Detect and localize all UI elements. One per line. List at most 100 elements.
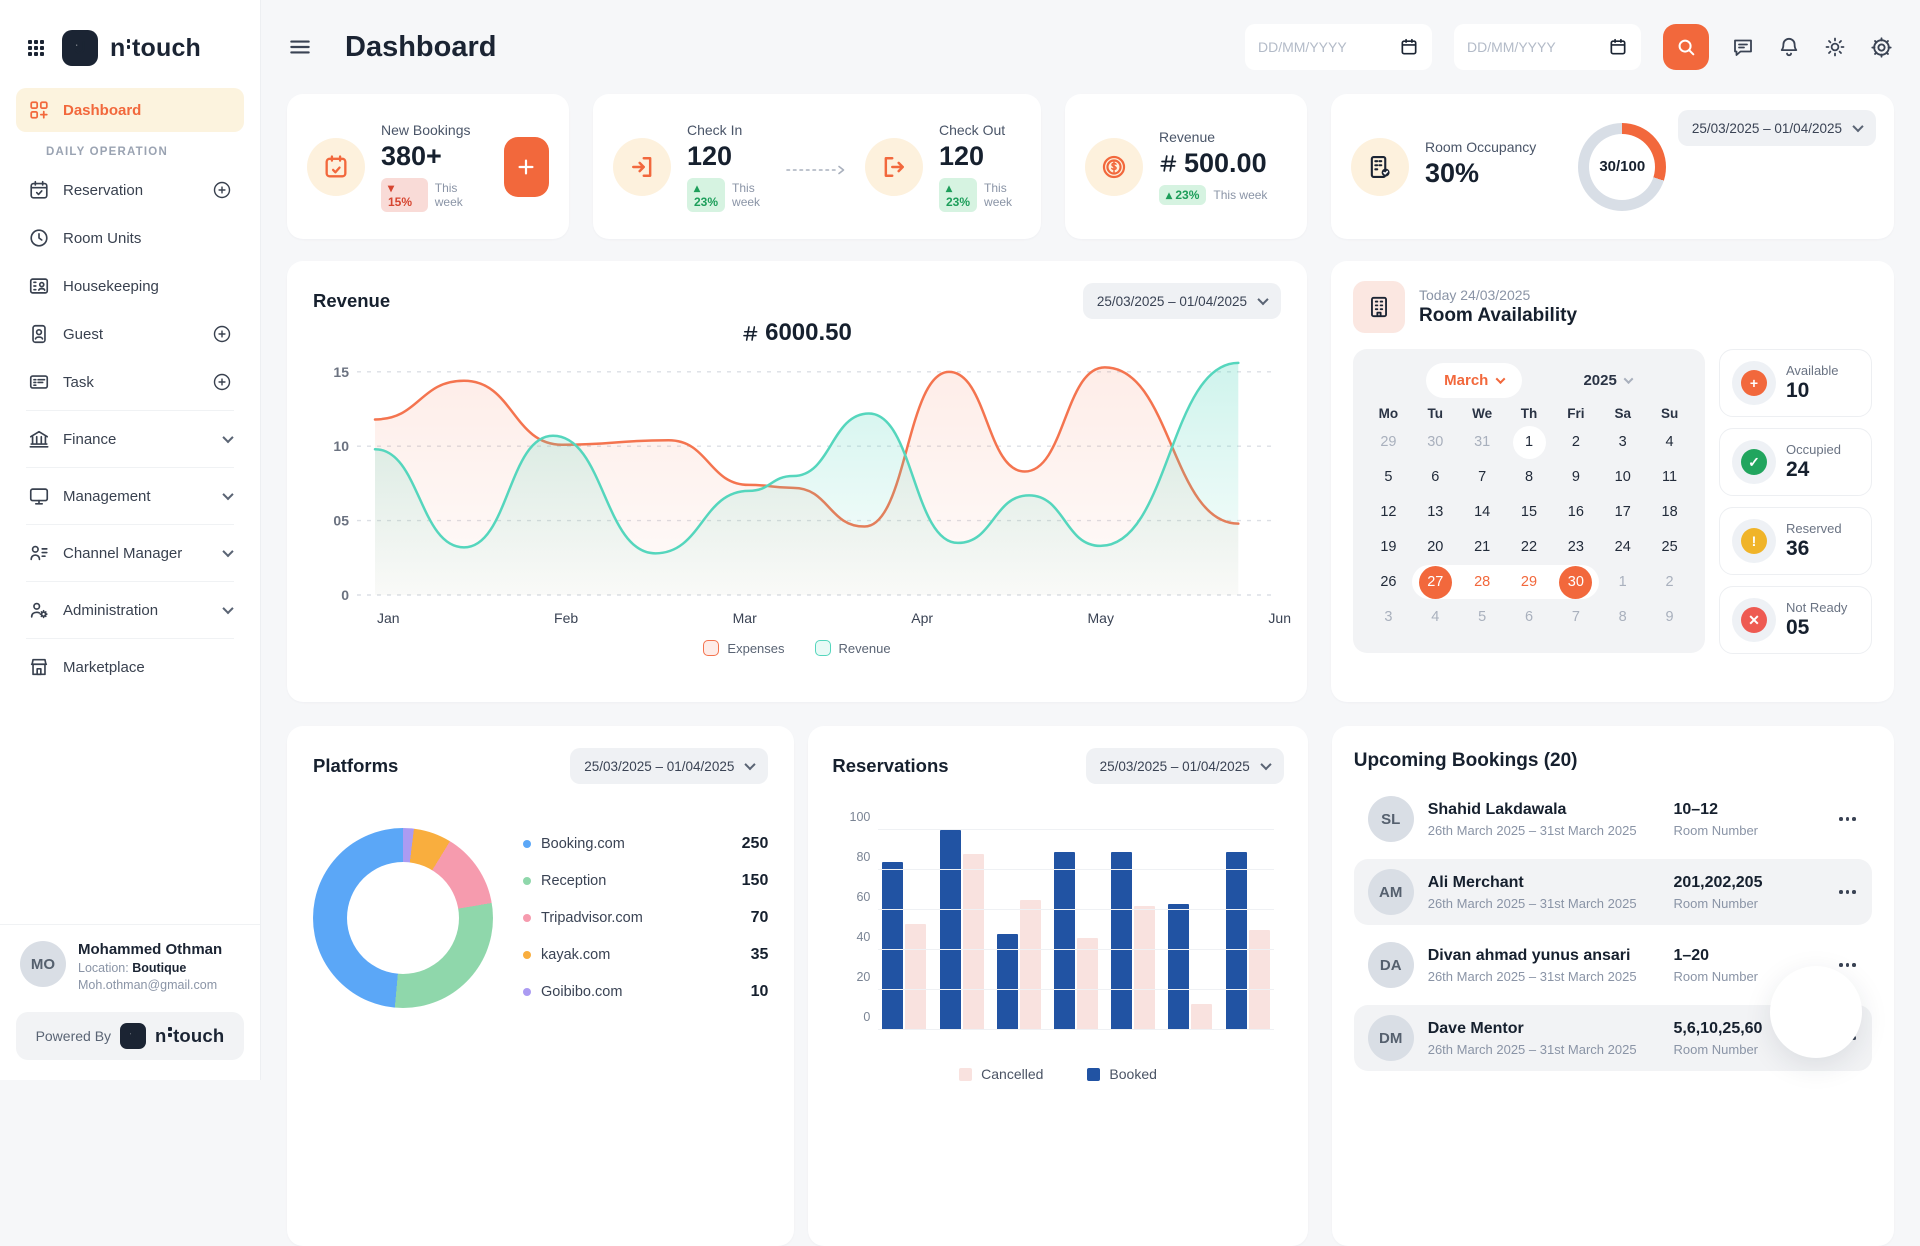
- revenue-stat-card: Revenue 500.00 ▴ 23% This week: [1065, 94, 1307, 239]
- hamburger-menu-button[interactable]: [287, 34, 313, 60]
- calendar-day[interactable]: 3: [1384, 609, 1393, 625]
- month-selector[interactable]: March: [1426, 363, 1523, 398]
- svg-text:15: 15: [333, 364, 349, 380]
- calendar-day[interactable]: 14: [1474, 504, 1491, 520]
- year-selector[interactable]: 2025: [1583, 372, 1634, 389]
- calendar-day[interactable]: 8: [1618, 609, 1627, 625]
- middle-row: Revenue 25/03/2025 – 01/04/2025 6000.50 …: [261, 261, 1920, 702]
- calendar-day[interactable]: 7: [1571, 609, 1580, 625]
- period-label: This week: [732, 180, 761, 209]
- calendar-day[interactable]: 15: [1520, 504, 1538, 520]
- reservations-date-range-dropdown[interactable]: 25/03/2025 – 01/04/2025: [1085, 748, 1284, 784]
- calendar-day[interactable]: 11: [1662, 469, 1678, 485]
- calendar-day[interactable]: 2: [1665, 574, 1674, 590]
- calendar-day[interactable]: 30: [1552, 565, 1599, 599]
- revenue-date-range-dropdown[interactable]: 25/03/2025 – 01/04/2025: [1082, 283, 1281, 319]
- chevron-down-icon[interactable]: [222, 602, 234, 615]
- calendar-day[interactable]: 19: [1380, 539, 1397, 555]
- plus-circle-icon[interactable]: [212, 180, 232, 200]
- calendar-day[interactable]: 1: [1618, 574, 1627, 590]
- calendar-day[interactable]: 21: [1474, 539, 1491, 555]
- calendar-day[interactable]: 9: [1665, 609, 1674, 625]
- sidebar-item-management[interactable]: Management: [16, 474, 244, 518]
- booking-row[interactable]: DA Divan ahmad yunus ansari 26th March 2…: [1354, 932, 1872, 998]
- chevron-down-icon[interactable]: [222, 488, 234, 501]
- sidebar-item-dashboard[interactable]: Dashboard: [16, 88, 244, 132]
- sidebar-item-reservation[interactable]: Reservation: [16, 168, 244, 212]
- calendar-day[interactable]: 13: [1427, 504, 1444, 520]
- calendar-day[interactable]: 12: [1380, 504, 1397, 520]
- occupancy-ring-chart: 30/100: [1578, 122, 1667, 211]
- row-menu-button[interactable]: [1837, 884, 1858, 900]
- occupancy-date-range-dropdown[interactable]: 25/03/2025 – 01/04/2025: [1677, 110, 1876, 146]
- booking-row[interactable]: SL Shahid Lakdawala 26th March 2025 – 31…: [1354, 786, 1872, 852]
- calendar-day[interactable]: 6: [1524, 609, 1534, 625]
- calendar-day[interactable]: 26: [1380, 574, 1397, 590]
- messages-button[interactable]: [1731, 35, 1755, 59]
- date-to-field[interactable]: [1454, 24, 1641, 70]
- cancelled-bar: [1248, 930, 1270, 1030]
- calendar-day[interactable]: 30: [1427, 434, 1444, 450]
- calendar-day[interactable]: 3: [1618, 434, 1627, 450]
- notifications-button[interactable]: [1777, 35, 1801, 59]
- plus-circle-icon[interactable]: [212, 324, 232, 344]
- sidebar-item-finance[interactable]: Finance: [16, 417, 244, 461]
- calendar-day[interactable]: 22: [1520, 539, 1538, 555]
- calendar-day[interactable]: 27: [1412, 565, 1459, 599]
- calendar-icon[interactable]: [1608, 37, 1628, 57]
- sidebar-item-housekeeping[interactable]: Housekeeping: [16, 264, 244, 308]
- calendar-day[interactable]: 23: [1567, 539, 1584, 555]
- calendar-day[interactable]: 17: [1614, 504, 1631, 520]
- calendar-day[interactable]: 24: [1614, 539, 1631, 555]
- sidebar-item-guest[interactable]: Guest: [16, 312, 244, 356]
- row-menu-button[interactable]: [1837, 957, 1858, 973]
- row-menu-button[interactable]: [1837, 811, 1858, 827]
- calendar-day[interactable]: 4: [1665, 434, 1674, 450]
- booking-dates: 26th March 2025 – 31st March 2025: [1427, 895, 1637, 911]
- calendar-day[interactable]: 1: [1506, 425, 1553, 459]
- divider: [26, 581, 234, 582]
- add-booking-button[interactable]: [503, 136, 549, 197]
- calendar-day[interactable]: 5: [1384, 469, 1393, 485]
- calendar-day[interactable]: 4: [1431, 609, 1440, 625]
- calendar-day[interactable]: 5: [1478, 609, 1487, 625]
- user-profile[interactable]: MO Mohammed Othman Location: Boutique Mo…: [0, 924, 260, 1002]
- calendar-icon[interactable]: [1399, 37, 1419, 57]
- calendar-day[interactable]: 7: [1478, 469, 1487, 485]
- calendar-day[interactable]: 8: [1524, 469, 1534, 485]
- sidebar-item-room-units[interactable]: Room Units: [16, 216, 244, 260]
- sidebar-section-label: DAILY OPERATION: [46, 146, 168, 158]
- sidebar-item-administration[interactable]: Administration: [16, 588, 244, 632]
- calendar-day[interactable]: 10: [1614, 469, 1631, 485]
- date-from-field[interactable]: [1245, 24, 1432, 70]
- calendar-day[interactable]: 6: [1431, 469, 1440, 485]
- date-from-input[interactable]: [1258, 39, 1391, 55]
- date-to-input[interactable]: [1467, 39, 1600, 55]
- sidebar-item-channel-manager[interactable]: Channel Manager: [16, 531, 244, 575]
- booking-row[interactable]: AM Ali Merchant 26th March 2025 – 31st M…: [1353, 859, 1872, 925]
- calendar: March 2025 Mo Tu We Th Fri Sa Su: [1353, 349, 1705, 653]
- svg-text:10: 10: [333, 438, 349, 454]
- sidebar-item-marketplace[interactable]: Marketplace: [16, 645, 244, 689]
- sidebar-item-task[interactable]: Task: [16, 360, 244, 404]
- calendar-day[interactable]: 20: [1427, 539, 1444, 555]
- chevron-down-icon[interactable]: [222, 545, 234, 558]
- calendar-day[interactable]: 18: [1661, 504, 1678, 520]
- search-button[interactable]: [1663, 24, 1709, 70]
- calendar-day[interactable]: 28: [1474, 574, 1491, 590]
- calendar-day[interactable]: 9: [1571, 469, 1580, 485]
- calendar-day[interactable]: 31: [1474, 434, 1491, 450]
- theme-toggle-button[interactable]: [1823, 35, 1847, 59]
- settings-button[interactable]: [1869, 35, 1894, 60]
- calendar-day[interactable]: 29: [1380, 434, 1397, 450]
- calendar-day[interactable]: 29: [1520, 574, 1538, 590]
- plus-circle-icon[interactable]: [212, 372, 232, 392]
- calendar-day[interactable]: 25: [1661, 539, 1678, 555]
- calendar-day[interactable]: 2: [1571, 434, 1580, 450]
- chevron-down-icon[interactable]: [222, 431, 234, 444]
- platforms-date-range-dropdown[interactable]: 25/03/2025 – 01/04/2025: [570, 748, 769, 784]
- bar-group: [1225, 852, 1270, 1030]
- calendar-day[interactable]: 16: [1567, 504, 1584, 520]
- chat-fab-button[interactable]: [1770, 966, 1862, 1058]
- building-check-icon: [1351, 137, 1409, 196]
